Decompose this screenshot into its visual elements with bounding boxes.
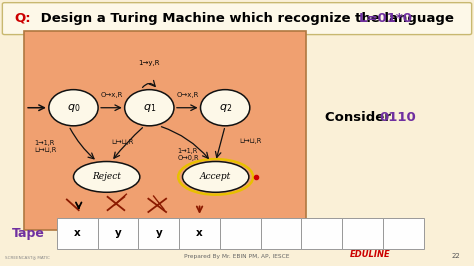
Ellipse shape: [182, 161, 249, 192]
Text: $q_1$: $q_1$: [143, 102, 156, 114]
Bar: [138, 218, 179, 249]
Bar: [301, 218, 342, 249]
Text: ⊔→⊔,R: ⊔→⊔,R: [239, 138, 262, 144]
Text: 1→1,R
O→0,R: 1→1,R O→0,R: [178, 148, 200, 161]
Text: Reject: Reject: [92, 172, 121, 181]
Text: Design a Turing Machine which recognize the language: Design a Turing Machine which recognize …: [36, 12, 458, 24]
Bar: [383, 218, 424, 249]
Text: 1→y,R: 1→y,R: [138, 60, 160, 66]
Bar: [220, 218, 261, 249]
Text: x: x: [74, 228, 81, 238]
Text: Tape: Tape: [12, 227, 45, 240]
Text: Q:: Q:: [14, 12, 31, 24]
Text: 0110: 0110: [379, 111, 416, 123]
Text: 1→1,R
⊔→⊔,R: 1→1,R ⊔→⊔,R: [34, 140, 56, 153]
Bar: [57, 218, 98, 249]
Text: y: y: [155, 228, 162, 238]
Text: $q_2$: $q_2$: [219, 102, 232, 114]
FancyBboxPatch shape: [2, 3, 472, 35]
Text: $q_0$: $q_0$: [67, 102, 80, 114]
Ellipse shape: [125, 90, 174, 126]
Text: Consider: Consider: [325, 111, 395, 123]
Ellipse shape: [73, 161, 140, 192]
Text: Prepared By Mr. EBIN PM, AP, IESCE: Prepared By Mr. EBIN PM, AP, IESCE: [184, 254, 290, 259]
Bar: [342, 218, 383, 249]
Text: EDULINE: EDULINE: [349, 250, 390, 259]
Bar: [261, 218, 301, 249]
Text: y: y: [115, 228, 121, 238]
FancyBboxPatch shape: [24, 31, 306, 230]
Text: 22: 22: [451, 253, 460, 259]
Text: x: x: [196, 228, 203, 238]
Bar: [179, 218, 220, 249]
Ellipse shape: [49, 90, 98, 126]
Bar: [98, 218, 138, 249]
Text: ⊔→⊔,R: ⊔→⊔,R: [111, 139, 134, 144]
Text: SCREENCAST◎ MATIC: SCREENCAST◎ MATIC: [5, 255, 50, 259]
Text: Accept: Accept: [200, 172, 231, 181]
Text: L=01*0: L=01*0: [358, 12, 412, 24]
Ellipse shape: [201, 90, 250, 126]
Text: O→x,R: O→x,R: [176, 92, 199, 98]
Text: O→x,R: O→x,R: [100, 92, 123, 98]
